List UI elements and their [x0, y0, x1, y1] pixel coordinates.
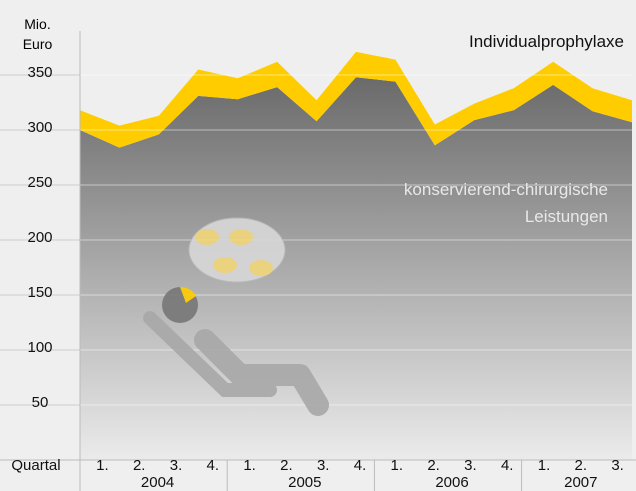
year-label: 2004: [141, 474, 174, 491]
x-tick-label: 2.: [133, 457, 146, 474]
x-tick-label: 1.: [538, 457, 551, 474]
x-tick-label: 2.: [575, 457, 588, 474]
y-tick-label: 200: [27, 229, 52, 246]
y-axis-label-line: Mio.: [24, 16, 51, 32]
x-tick-label: 3.: [317, 457, 330, 474]
y-tick-label: 350: [27, 64, 52, 81]
y-tick-label: 250: [27, 174, 52, 191]
x-tick-label: 3.: [170, 457, 183, 474]
area: [80, 51, 632, 148]
x-tick-label: 4.: [207, 457, 220, 474]
y-tick-label: 50: [32, 394, 49, 411]
y-axis-label-line: Euro: [22, 36, 53, 52]
x-tick-label: 3.: [611, 457, 624, 474]
x-tick-label: 1.: [96, 457, 109, 474]
x-tick-label: 2.: [280, 457, 293, 474]
legend-label: konservierend-chirurgische Leistungen: [403, 180, 608, 226]
x-tick-label: 4.: [354, 457, 367, 474]
area-layer: [80, 51, 632, 460]
legend-label: Individualprophylaxe: [469, 32, 624, 51]
y-axis-label: Mio. Euro: [0, 14, 75, 54]
year-label: 2006: [435, 474, 468, 491]
x-tick-label: 3.: [464, 457, 477, 474]
x-tick-label: 4.: [501, 457, 514, 474]
x-axis-label: Quartal: [11, 457, 60, 474]
y-tick-label: 100: [27, 339, 52, 356]
area: [80, 77, 632, 460]
x-tick-label: 2.: [427, 457, 440, 474]
y-tick-label: 150: [27, 284, 52, 301]
y-tick-label: 300: [27, 119, 52, 136]
illustration: [143, 217, 329, 416]
year-label: 2007: [564, 474, 597, 491]
year-label: 2005: [288, 474, 321, 491]
x-tick-label: 1.: [391, 457, 404, 474]
axis-layer: 50 100 150 200 250 300 350 Quartal 1. 2. 3. 4. 1. 2. 3…: [0, 31, 636, 491]
x-tick-label: 1.: [243, 457, 256, 474]
